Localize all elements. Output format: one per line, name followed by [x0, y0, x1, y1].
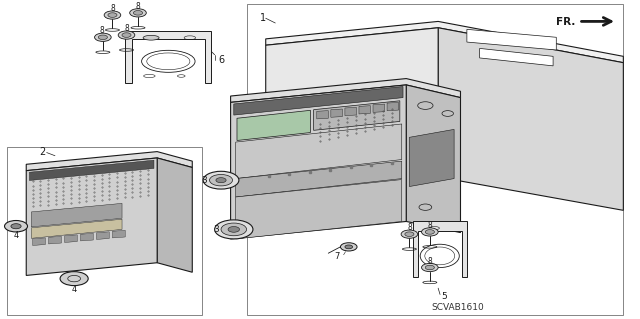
Polygon shape	[236, 180, 402, 239]
Circle shape	[425, 265, 435, 270]
Text: 5: 5	[442, 292, 447, 300]
Polygon shape	[406, 85, 461, 233]
Polygon shape	[26, 152, 192, 171]
Polygon shape	[230, 78, 461, 102]
Circle shape	[118, 31, 135, 39]
Polygon shape	[33, 238, 45, 245]
Polygon shape	[81, 233, 93, 241]
Circle shape	[11, 224, 21, 229]
Circle shape	[401, 230, 418, 238]
Polygon shape	[125, 31, 211, 83]
Circle shape	[221, 223, 246, 236]
Polygon shape	[479, 48, 553, 66]
Text: 8: 8	[428, 257, 432, 266]
Polygon shape	[373, 104, 385, 112]
Bar	[246, 4, 623, 315]
Text: 1: 1	[259, 13, 266, 23]
Polygon shape	[31, 203, 122, 227]
Circle shape	[425, 230, 435, 234]
Text: 8: 8	[407, 223, 412, 232]
Polygon shape	[49, 236, 61, 244]
Text: 8: 8	[110, 4, 115, 13]
Polygon shape	[230, 85, 406, 239]
Circle shape	[345, 245, 353, 249]
Circle shape	[422, 263, 438, 271]
Text: FR.: FR.	[556, 17, 575, 27]
Circle shape	[130, 9, 147, 17]
Circle shape	[95, 33, 111, 41]
Text: 4: 4	[13, 231, 19, 240]
Circle shape	[422, 228, 438, 236]
Polygon shape	[413, 221, 467, 277]
Text: 7: 7	[335, 252, 340, 261]
Circle shape	[340, 243, 357, 251]
Text: 4: 4	[72, 285, 77, 294]
Polygon shape	[266, 21, 623, 63]
Polygon shape	[236, 161, 402, 197]
Text: 8: 8	[136, 2, 140, 11]
Circle shape	[228, 226, 239, 232]
Circle shape	[214, 220, 253, 239]
Text: 8: 8	[428, 221, 432, 230]
Polygon shape	[314, 101, 400, 130]
Text: 3: 3	[201, 176, 207, 185]
Circle shape	[209, 174, 232, 186]
Circle shape	[405, 232, 414, 236]
Text: 8: 8	[99, 26, 104, 35]
Polygon shape	[157, 158, 192, 272]
Polygon shape	[234, 86, 403, 115]
Text: SCVAB1610: SCVAB1610	[431, 303, 484, 312]
Polygon shape	[65, 235, 77, 242]
Polygon shape	[236, 124, 402, 179]
Circle shape	[60, 271, 88, 286]
Circle shape	[133, 11, 143, 15]
Polygon shape	[387, 102, 399, 111]
Bar	[7, 147, 202, 315]
Polygon shape	[266, 28, 438, 198]
Ellipse shape	[141, 50, 195, 72]
Circle shape	[122, 33, 131, 37]
Text: 2: 2	[39, 147, 45, 157]
Circle shape	[216, 178, 226, 183]
Polygon shape	[113, 230, 125, 238]
Circle shape	[203, 171, 239, 189]
Polygon shape	[331, 109, 342, 117]
Polygon shape	[345, 108, 356, 115]
Polygon shape	[29, 160, 154, 181]
Circle shape	[108, 13, 117, 17]
Circle shape	[99, 35, 108, 40]
Polygon shape	[237, 110, 310, 140]
Polygon shape	[410, 130, 454, 187]
Polygon shape	[467, 29, 556, 50]
Polygon shape	[31, 219, 122, 238]
Text: 6: 6	[218, 55, 224, 64]
Text: 8: 8	[124, 24, 129, 33]
Ellipse shape	[420, 244, 460, 268]
Circle shape	[4, 220, 28, 232]
Text: 3: 3	[213, 225, 219, 234]
Polygon shape	[26, 158, 157, 275]
Polygon shape	[438, 28, 623, 210]
Polygon shape	[317, 111, 328, 119]
Ellipse shape	[143, 35, 159, 40]
Polygon shape	[97, 232, 109, 240]
Circle shape	[104, 11, 121, 19]
Polygon shape	[359, 106, 371, 114]
